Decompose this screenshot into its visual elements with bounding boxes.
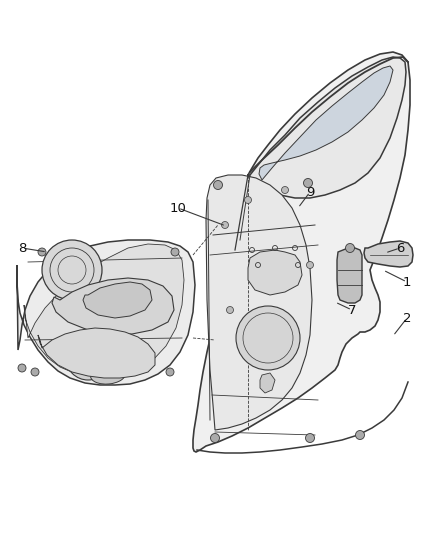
- Text: 10: 10: [170, 201, 187, 214]
- Circle shape: [236, 306, 300, 370]
- Polygon shape: [38, 328, 155, 378]
- Text: 8: 8: [18, 241, 26, 254]
- Circle shape: [66, 336, 110, 380]
- Polygon shape: [248, 57, 406, 198]
- Polygon shape: [17, 240, 195, 385]
- Circle shape: [282, 187, 289, 193]
- Circle shape: [166, 368, 174, 376]
- Circle shape: [171, 248, 179, 256]
- Polygon shape: [193, 52, 410, 452]
- Polygon shape: [52, 278, 174, 334]
- Polygon shape: [206, 175, 312, 430]
- Circle shape: [356, 431, 364, 440]
- Polygon shape: [248, 250, 302, 295]
- Polygon shape: [24, 244, 184, 376]
- Text: 6: 6: [396, 241, 404, 254]
- Circle shape: [226, 306, 233, 313]
- Text: 1: 1: [403, 276, 411, 288]
- Text: 2: 2: [403, 311, 411, 325]
- Circle shape: [244, 197, 251, 204]
- Circle shape: [304, 179, 312, 188]
- Circle shape: [305, 433, 314, 442]
- Polygon shape: [248, 57, 406, 198]
- Circle shape: [211, 433, 219, 442]
- Circle shape: [18, 364, 26, 372]
- Circle shape: [213, 181, 223, 190]
- Text: 9: 9: [306, 185, 314, 198]
- Circle shape: [38, 248, 46, 256]
- Polygon shape: [259, 66, 393, 180]
- Ellipse shape: [91, 366, 125, 384]
- Polygon shape: [83, 282, 152, 318]
- Circle shape: [31, 368, 39, 376]
- Polygon shape: [260, 373, 275, 393]
- Circle shape: [222, 222, 229, 229]
- Circle shape: [307, 262, 314, 269]
- Text: 7: 7: [348, 303, 356, 317]
- Circle shape: [346, 244, 354, 253]
- Polygon shape: [337, 248, 362, 303]
- Polygon shape: [259, 66, 393, 180]
- Circle shape: [42, 240, 102, 300]
- Polygon shape: [364, 241, 413, 267]
